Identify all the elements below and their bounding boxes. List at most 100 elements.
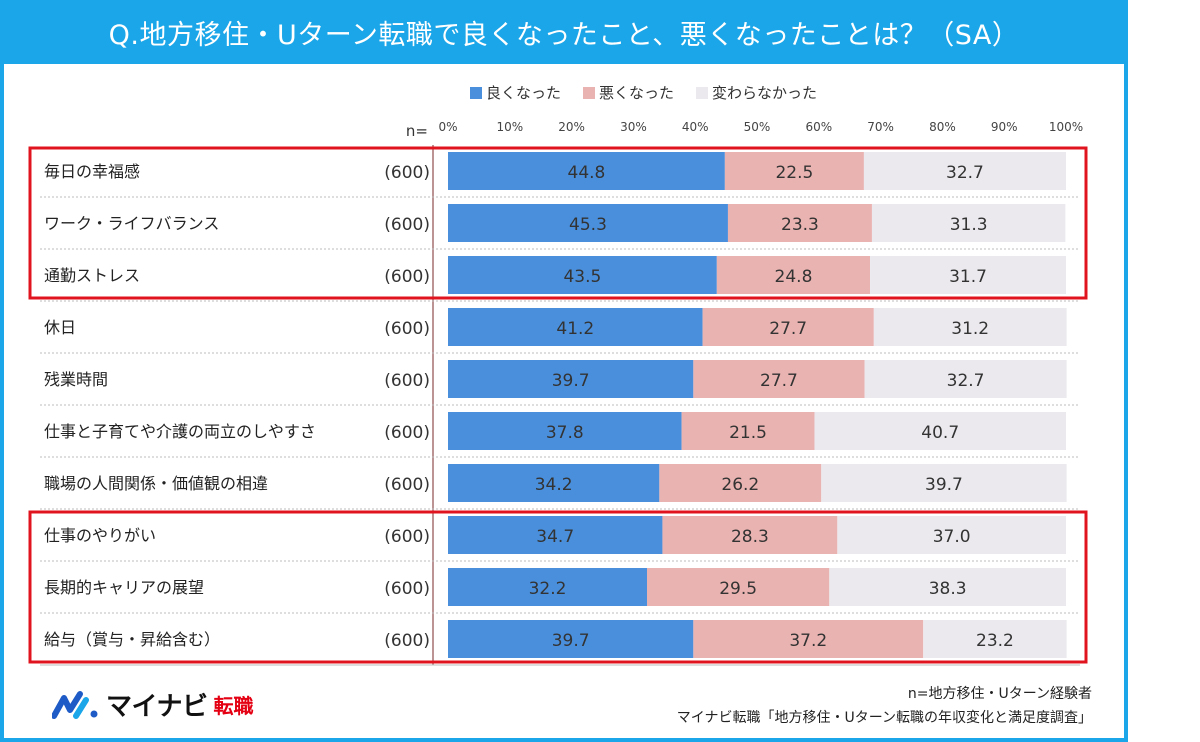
chart-title-bar: Q.地方移住・Uターン転職で良くなったこと、悪くなったことは？（SA） — [0, 0, 1128, 64]
category-label: ワーク・ライフバランス — [44, 214, 219, 233]
n-value-label: (600) — [384, 527, 430, 547]
bar-segment — [923, 620, 1067, 658]
n-value-label: (600) — [384, 371, 430, 391]
bar-segment — [448, 568, 647, 606]
bar-segment — [448, 256, 717, 294]
bar-segment — [873, 308, 1067, 346]
chart-title: Q.地方移住・Uターン転職で良くなったこと、悪くなったことは？（SA） — [108, 19, 1020, 51]
x-tick-label: 60% — [805, 120, 832, 134]
n-value-label: (600) — [384, 319, 430, 339]
category-label: 残業時間 — [44, 370, 108, 389]
bar-value-label: 39.7 — [925, 475, 963, 495]
legend-swatch-bad — [583, 86, 596, 99]
x-tick-label: 0% — [438, 120, 457, 134]
bar-value-label: 27.7 — [760, 371, 798, 391]
mynavi-logo: マイナビ 転職 — [52, 686, 253, 723]
category-label: 毎日の幸福感 — [44, 162, 140, 181]
bar-segment — [448, 308, 703, 346]
bar-value-label: 37.0 — [933, 527, 971, 547]
legend-label-good: 良くなった — [486, 84, 562, 102]
bar-value-label: 43.5 — [563, 267, 601, 287]
bar-value-label: 38.3 — [929, 579, 967, 599]
bar-segment — [727, 204, 872, 242]
highlight-box — [28, 146, 1088, 300]
bar-value-label: 28.3 — [731, 527, 769, 547]
legend-swatch-good — [470, 86, 482, 99]
bar-value-label: 24.8 — [775, 267, 813, 287]
category-label: 休日 — [44, 318, 76, 337]
bar-segment — [693, 360, 865, 398]
n-value-label: (600) — [384, 423, 430, 443]
bar-segment — [864, 360, 1067, 398]
x-tick-label: 10% — [496, 120, 523, 134]
x-tick-label: 70% — [867, 120, 894, 134]
n-header-label: n= — [406, 122, 428, 140]
logo-main-text: マイナビ — [106, 692, 208, 722]
bar-value-label: 22.5 — [775, 163, 813, 183]
n-value-label: (600) — [384, 631, 430, 651]
bar-value-label: 40.7 — [921, 423, 959, 443]
bar-value-label: 37.8 — [546, 423, 584, 443]
x-tick-label: 80% — [929, 120, 956, 134]
bar-value-label: 26.2 — [721, 475, 759, 495]
n-value-label: (600) — [384, 267, 430, 287]
bar-segment — [681, 412, 815, 450]
legend: 良くなった 悪くなった 変わらなかった — [470, 82, 817, 103]
category-label: 通勤ストレス — [44, 266, 140, 285]
bar-value-label: 45.3 — [569, 215, 607, 235]
x-tick-label: 100% — [1049, 120, 1083, 134]
bar-segment — [448, 204, 728, 242]
logo-sub-text: 転職 — [213, 694, 254, 718]
bar-segment — [837, 516, 1066, 554]
bar-segment — [448, 152, 725, 190]
legend-swatch-same — [696, 86, 709, 99]
bar-value-label: 32.7 — [946, 163, 984, 183]
bar-value-label: 23.3 — [781, 215, 819, 235]
bar-segment — [448, 620, 694, 658]
bar-segment — [871, 204, 1066, 242]
n-value-label: (600) — [384, 215, 430, 235]
bar-value-label: 31.2 — [951, 319, 989, 339]
category-label: 長期的キャリアの展望 — [44, 578, 204, 597]
mynavi-logo-icon — [52, 690, 98, 719]
bar-segment — [646, 568, 830, 606]
bar-value-label: 32.7 — [947, 371, 985, 391]
bar-segment — [870, 256, 1066, 294]
category-label: 職場の人間関係・価値観の相違 — [44, 474, 268, 493]
n-value-label: (600) — [384, 475, 430, 495]
n-value-label: (600) — [384, 163, 430, 183]
bar-value-label: 44.8 — [568, 163, 606, 183]
bar-value-label: 41.2 — [556, 319, 594, 339]
bar-segment — [821, 464, 1067, 502]
highlight-box — [28, 510, 1088, 664]
bar-segment — [724, 152, 864, 190]
bar-segment — [659, 464, 822, 502]
legend-label-same: 変わらなかった — [712, 84, 818, 102]
x-tick-label: 90% — [991, 120, 1018, 134]
bar-value-label: 34.2 — [535, 475, 573, 495]
n-value-label: (600) — [384, 579, 430, 599]
legend-label-bad: 悪くなった — [599, 84, 675, 102]
legend-item-same: 変わらなかった — [696, 82, 817, 103]
bar-segment — [448, 360, 694, 398]
bar-value-label: 21.5 — [729, 423, 767, 443]
bar-value-label: 39.7 — [552, 631, 590, 651]
bar-value-label: 31.7 — [949, 267, 987, 287]
bar-segment — [662, 516, 838, 554]
category-label: 仕事のやりがい — [44, 526, 156, 545]
bar-segment — [829, 568, 1066, 606]
bar-segment — [448, 516, 663, 554]
bar-segment — [863, 152, 1066, 190]
bar-value-label: 32.2 — [529, 579, 567, 599]
x-tick-label: 50% — [744, 120, 771, 134]
bar-segment — [716, 256, 871, 294]
category-label: 仕事と子育てや介護の両立のしやすさ — [44, 422, 316, 441]
bar-value-label: 37.2 — [789, 631, 827, 651]
legend-item-bad: 悪くなった — [583, 82, 674, 103]
bar-value-label: 29.5 — [719, 579, 757, 599]
bar-segment — [702, 308, 874, 346]
x-tick-label: 30% — [620, 120, 647, 134]
footnote-sample: n=地方移住・Uターン経験者 — [907, 686, 1092, 702]
category-label: 給与（賞与・昇給含む） — [44, 630, 220, 649]
